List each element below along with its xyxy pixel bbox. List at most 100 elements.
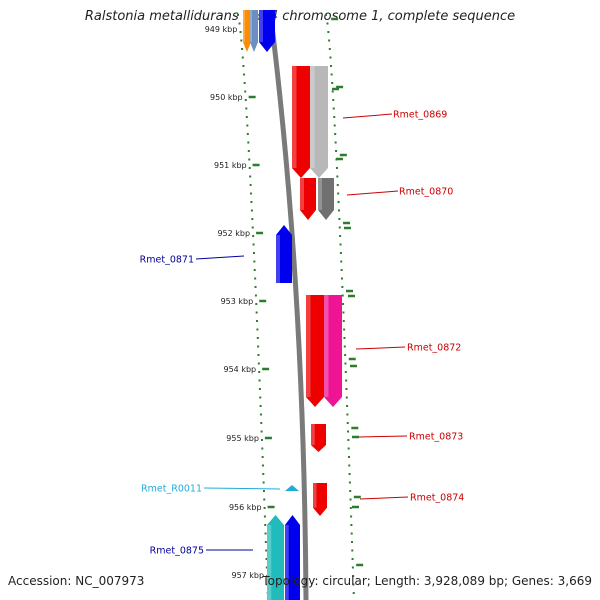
gene-rmet-0875-blue-body[interactable] <box>285 515 300 600</box>
gene-rmet-0869-grey[interactable] <box>310 66 328 178</box>
gene-rmet-0874[interactable] <box>313 483 327 516</box>
guide-dot <box>250 209 253 212</box>
gene-rmet-0875-blue[interactable] <box>285 515 300 600</box>
gene-label-rmet-0872[interactable]: Rmet_0872 <box>407 343 461 354</box>
guide-dot <box>347 456 350 458</box>
guide-dot <box>338 226 341 229</box>
gene-rmet-0870-grey[interactable] <box>318 178 334 220</box>
gene-rmet-0874-body[interactable] <box>313 483 327 516</box>
guide-dot <box>264 541 267 543</box>
gene-rmet-0872-pink-highlight <box>324 295 329 397</box>
guide-dot <box>336 184 339 186</box>
gene-rmet-0871[interactable] <box>276 225 292 283</box>
gene-rmet-0869-grey-body[interactable] <box>310 66 328 178</box>
gene-rmet-0873[interactable] <box>311 424 326 452</box>
gene-label-rmet-0873[interactable]: Rmet_0873 <box>409 432 463 443</box>
guide-dot <box>349 490 352 492</box>
scale-label: 950 kbp <box>210 93 243 102</box>
gene-label-rmet-r0011[interactable]: Rmet_R0011 <box>141 484 202 495</box>
guide-dot <box>333 124 336 127</box>
guide-dot <box>347 430 350 433</box>
guide-dot <box>246 124 249 127</box>
guide-dot <box>260 430 263 433</box>
guide-dot <box>333 116 336 118</box>
guide-dot <box>262 490 265 492</box>
gene-label-rmet-0870[interactable]: Rmet_0870 <box>399 187 453 198</box>
scale-label: 957 kbp <box>231 571 264 580</box>
gene-rmet-0870-red[interactable] <box>300 178 316 220</box>
guide-dot <box>245 116 248 118</box>
topology-text: Topology: circular; Length: 3,928,089 bp… <box>262 574 592 588</box>
guide-dot <box>247 141 250 144</box>
gene-rmet-0875-cyan[interactable] <box>267 515 284 600</box>
guide-dot <box>335 167 338 169</box>
guide-dot <box>257 345 260 348</box>
gene-rmet-0875-cyan-highlight <box>267 525 272 600</box>
gene-rmet-0873-body[interactable] <box>311 424 326 452</box>
gene-orange-top[interactable] <box>243 10 251 52</box>
gene-rmet-0870-red-highlight <box>300 178 304 210</box>
gene-rmet-0872-pink[interactable] <box>324 295 342 407</box>
rna-marker[interactable] <box>285 485 299 491</box>
guide-dot <box>248 167 251 169</box>
gene-rmet-0870-grey-highlight <box>318 178 322 210</box>
gene-label-rmet-0869[interactable]: Rmet_0869 <box>393 110 447 121</box>
guide-dot <box>259 405 262 407</box>
guide-dot <box>325 14 327 16</box>
guide-dot <box>336 175 339 178</box>
guide-dot <box>252 235 255 237</box>
leader-line <box>358 435 408 438</box>
gene-label-rmet-0875[interactable]: Rmet_0875 <box>150 546 204 557</box>
guide-dot <box>263 498 266 501</box>
guide-dot <box>339 243 342 246</box>
guide-dot <box>238 22 241 25</box>
guide-dot <box>252 252 255 254</box>
gene-rmet-0874-highlight <box>313 483 317 508</box>
guide-dot <box>342 311 345 314</box>
gene-rmet-0870-grey-body[interactable] <box>318 178 334 220</box>
guide-dot <box>339 235 342 237</box>
gene-rmet-0872-red[interactable] <box>306 295 324 407</box>
guide-dot <box>257 362 260 365</box>
guide-dot <box>265 549 268 552</box>
guide-dot <box>258 379 261 382</box>
guide-dot <box>259 396 262 399</box>
scale-label: 951 kbp <box>214 161 247 170</box>
gene-rmet-0869-red-body[interactable] <box>292 66 310 178</box>
guide-dot <box>252 243 255 246</box>
guide-dot <box>237 14 239 16</box>
gene-rmet-0875-cyan-body[interactable] <box>267 515 284 600</box>
guide-dot <box>258 371 261 373</box>
gene-rmet-0870-red-body[interactable] <box>300 178 316 220</box>
gene-rmet-0872-pink-body[interactable] <box>324 295 342 407</box>
guide-dot <box>254 294 257 297</box>
gene-steel-top[interactable] <box>250 10 258 52</box>
gene-steel-top-body[interactable] <box>250 10 258 52</box>
gene-rmet-0871-highlight <box>276 235 280 283</box>
leader-line <box>355 346 406 350</box>
gene-blue-top-body[interactable] <box>259 10 275 52</box>
leader-line <box>342 113 393 119</box>
guide-dot <box>334 141 337 144</box>
gene-rmet-0871-body[interactable] <box>276 225 292 283</box>
guide-dot <box>344 371 347 373</box>
guide-dot <box>341 286 344 288</box>
gene-steel-top-highlight <box>250 10 252 42</box>
guide-dot <box>256 337 259 339</box>
guide-dot <box>339 252 342 254</box>
guide-dot <box>260 439 263 441</box>
gene-blue-top[interactable] <box>259 10 275 52</box>
gene-rmet-0869-red[interactable] <box>292 66 310 178</box>
guide-dot <box>350 515 353 518</box>
guide-dot <box>256 320 259 322</box>
guide-dot <box>331 82 334 84</box>
gene-label-rmet-0874[interactable]: Rmet_0874 <box>410 493 464 504</box>
gene-rmet-0872-red-body[interactable] <box>306 295 324 407</box>
guide-dot <box>332 107 335 110</box>
guide-dot <box>345 396 348 399</box>
scale-label: 953 kbp <box>221 297 254 306</box>
scale-label: 955 kbp <box>226 434 259 443</box>
guide-dot <box>241 48 244 50</box>
gene-label-rmet-0871[interactable]: Rmet_0871 <box>140 255 194 266</box>
gene-orange-top-body[interactable] <box>243 10 251 52</box>
